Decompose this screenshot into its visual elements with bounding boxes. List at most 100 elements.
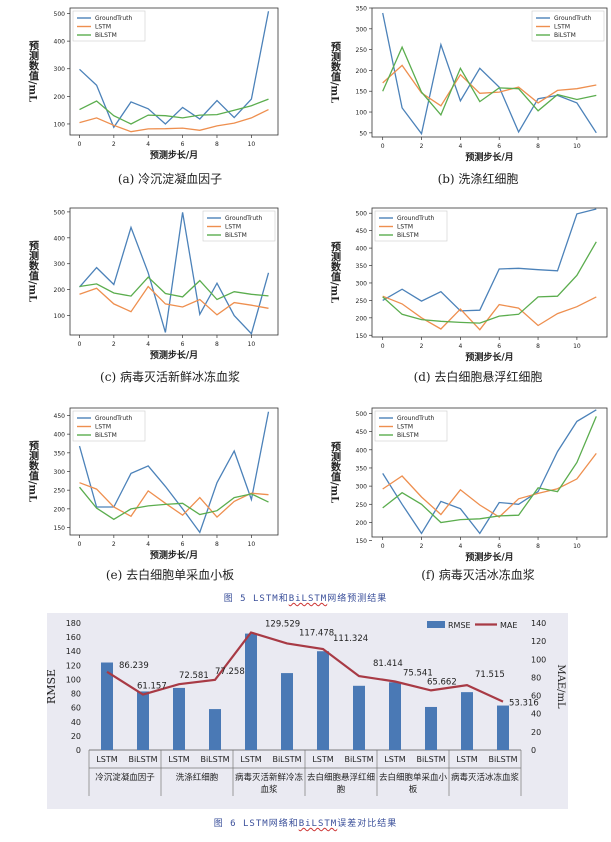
y-tick-label: 350 xyxy=(356,465,368,472)
chart-e-caption: (e) 去白细胞单采血小板 xyxy=(105,568,235,582)
legend-label: BiLSTM xyxy=(397,232,419,239)
right-tick-label: 80 xyxy=(531,673,541,682)
rmse-bar xyxy=(389,682,401,750)
y-tick-label: 350 xyxy=(356,263,368,270)
series-line-groundtruth xyxy=(78,411,270,534)
y-tick-label: 500 xyxy=(356,211,368,218)
y-tick-label: 100 xyxy=(54,313,66,320)
y-axis-label: 预测数值/mL xyxy=(329,242,341,303)
right-tick-label: 140 xyxy=(531,619,546,628)
y-tick-label: 350 xyxy=(54,450,66,457)
series-line-bilstm xyxy=(382,416,597,524)
y-tick-label: 400 xyxy=(356,447,368,454)
rmse-bar xyxy=(353,685,365,750)
left-tick-label: 0 xyxy=(76,746,81,755)
category-label: LSTM xyxy=(168,755,189,764)
series-line-groundtruth xyxy=(79,212,270,335)
legend-label: GroundTruth xyxy=(397,415,434,422)
left-tick-label: 40 xyxy=(71,718,81,727)
rmse-bar xyxy=(101,662,113,750)
y-tick-label: 200 xyxy=(54,287,66,294)
series-line-lstm xyxy=(382,453,597,518)
series-line-bilstm xyxy=(79,276,269,301)
x-tick-label: 0 xyxy=(78,141,82,148)
legend-label: BiLSTM xyxy=(554,32,576,39)
rmse-bar xyxy=(173,687,185,750)
right-tick-label: 100 xyxy=(531,655,546,664)
y-tick-label: 300 xyxy=(54,469,66,476)
chart-d-caption: (d) 去白细胞悬浮红细胞 xyxy=(413,370,543,384)
mae-data-label: 117.478 xyxy=(299,628,334,638)
mae-data-label: 72.581 xyxy=(179,671,209,681)
series-line-lstm xyxy=(79,482,269,519)
y-tick-label: 450 xyxy=(356,429,368,436)
x-tick-label: 2 xyxy=(420,343,424,350)
mae-data-label: 77.258 xyxy=(215,667,245,677)
chart-d: 150 200 250 300 350 400 450 500 0 2 4 6 8 10 预测步长/月 预测数… xyxy=(329,207,608,363)
chart-panel-b: 50 100 150 200 250 300 350 0 2 4 6 8 10 预测步长/月 预测数值/mL… xyxy=(305,0,611,198)
chart-b: 50 100 150 200 250 300 350 0 2 4 6 8 10 预测步长/月 预测数值/mL… xyxy=(329,6,608,163)
figure-6-caption: 图 6 LSTM网络和BiLSTM误差对比结果 xyxy=(0,816,611,829)
right-axis-label: MAE/mL xyxy=(555,664,566,709)
x-tick-label: 2 xyxy=(420,143,424,150)
x-tick-label: 4 xyxy=(458,143,462,150)
group-label: 去白细胞单采血小 xyxy=(379,772,448,783)
y-axis-label: 预测数值/mL xyxy=(27,41,39,102)
x-axis-label: 预测步长/月 xyxy=(150,549,198,561)
x-tick-label: 4 xyxy=(146,141,150,148)
chart-f-caption: (f) 病毒灭活冰冻血浆 xyxy=(421,568,535,582)
fig6-text-mid: LSTM网络和 xyxy=(243,819,299,829)
mae-data-label: 71.515 xyxy=(475,670,505,680)
x-tick-label: 8 xyxy=(215,541,219,548)
mae-data-label: 61.157 xyxy=(137,682,167,692)
series-line-bilstm xyxy=(382,241,597,324)
x-tick-label: 4 xyxy=(146,541,150,548)
y-tick-label: 400 xyxy=(54,432,66,439)
series-line-lstm xyxy=(79,285,269,316)
legend-label: GroundTruth xyxy=(95,15,132,22)
chart-panel-d: 150 200 250 300 350 400 450 500 0 2 4 6 8 10 预测步长/月 预测数… xyxy=(305,200,611,398)
x-tick-label: 8 xyxy=(536,543,540,550)
mae-data-label: 129.529 xyxy=(265,619,300,629)
category-label: BiLSTM xyxy=(488,755,517,764)
mae-line xyxy=(106,631,504,703)
x-tick-label: 10 xyxy=(573,543,581,550)
y-tick-label: 350 xyxy=(356,6,368,13)
x-tick-label: 0 xyxy=(381,343,385,350)
series-line-lstm xyxy=(382,295,597,331)
x-tick-label: 4 xyxy=(146,341,150,348)
chart-panel-c: 100 200 300 400 500 0 2 4 6 8 10 预测步长/月 预测数值/mL Groun… xyxy=(0,200,300,398)
plot-frame xyxy=(69,7,279,136)
rmse-bar xyxy=(317,651,329,750)
category-label: BiLSTM xyxy=(128,755,157,764)
group-label: 去白细胞悬浮红细 xyxy=(307,772,375,783)
chart-panel-e: 150 200 250 300 350 400 450 0 2 4 6 8 10 预测步长/月 预测数值/m… xyxy=(0,400,300,588)
series-line-lstm xyxy=(382,64,597,107)
right-tick-label: 20 xyxy=(531,728,541,737)
x-tick-label: 6 xyxy=(497,543,501,550)
mae-data-label: 75.541 xyxy=(403,668,433,678)
rmse-bar xyxy=(209,709,221,750)
y-tick-label: 450 xyxy=(356,228,368,235)
legend-label: LSTM xyxy=(397,424,413,431)
right-tick-label: 40 xyxy=(531,710,541,719)
legend-rmse-label: RMSE xyxy=(448,621,471,630)
category-label: LSTM xyxy=(384,755,405,764)
category-label: LSTM xyxy=(96,755,117,764)
y-axis-label: 预测数值/mL xyxy=(329,442,341,503)
fig6-text-end: 误差对比结果 xyxy=(337,819,398,829)
group-label: 胞 xyxy=(337,784,346,795)
y-tick-label: 500 xyxy=(54,209,66,216)
y-tick-label: 300 xyxy=(356,26,368,33)
left-axis-label: RMSE xyxy=(47,669,58,704)
rmse-bar xyxy=(425,706,437,750)
plot-frame xyxy=(69,207,279,336)
category-label: BiLSTM xyxy=(416,755,445,764)
y-tick-label: 450 xyxy=(54,413,66,420)
legend-label: GroundTruth xyxy=(225,215,262,222)
x-tick-label: 2 xyxy=(112,141,116,148)
x-tick-label: 6 xyxy=(497,143,501,150)
legend-label: BiLSTM xyxy=(95,432,117,439)
x-tick-label: 6 xyxy=(181,541,185,548)
y-axis-label: 预测数值/mL xyxy=(27,441,39,502)
